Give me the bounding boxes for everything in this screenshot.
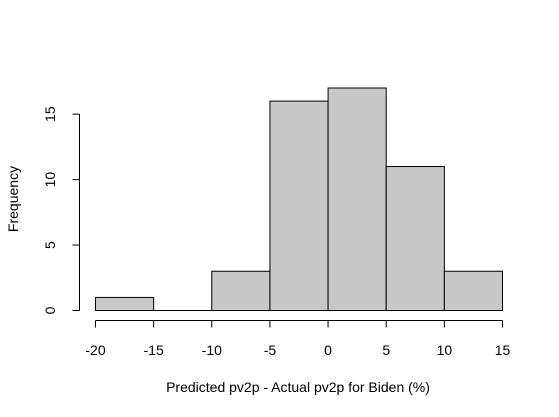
y-tick-label-2: 10 (42, 172, 58, 188)
x-tick-label-3: -5 (264, 342, 277, 358)
x-axis: -20 -15 -10 -5 0 5 10 15 (85, 320, 511, 358)
histogram-bar-0 (95, 296, 155, 312)
x-tick-label-5: 5 (382, 342, 390, 358)
y-tick-label-3: 15 (42, 106, 58, 122)
x-tick-label-0: -20 (85, 342, 105, 358)
y-tick-label-1: 5 (42, 241, 58, 249)
histogram-bar-4 (327, 87, 387, 311)
x-tick-label-4: 0 (324, 342, 332, 358)
x-tick-label-1: -15 (144, 342, 164, 358)
y-tick-label-0: 0 (42, 306, 58, 314)
x-tick-label-6: 10 (437, 342, 453, 358)
y-axis-title: Frequency (5, 166, 21, 232)
bars-group (95, 87, 504, 312)
x-tick-label-2: -10 (202, 342, 222, 358)
histogram-bar-5 (385, 166, 445, 311)
histogram-bar-6 (443, 270, 504, 311)
histogram-bar-3 (269, 100, 329, 311)
y-axis: 0 5 10 15 (42, 106, 80, 314)
x-axis-title: Predicted pv2p - Actual pv2p for Biden (… (166, 379, 430, 395)
histogram-bar-2 (211, 270, 271, 311)
x-tick-label-7: 15 (495, 342, 511, 358)
